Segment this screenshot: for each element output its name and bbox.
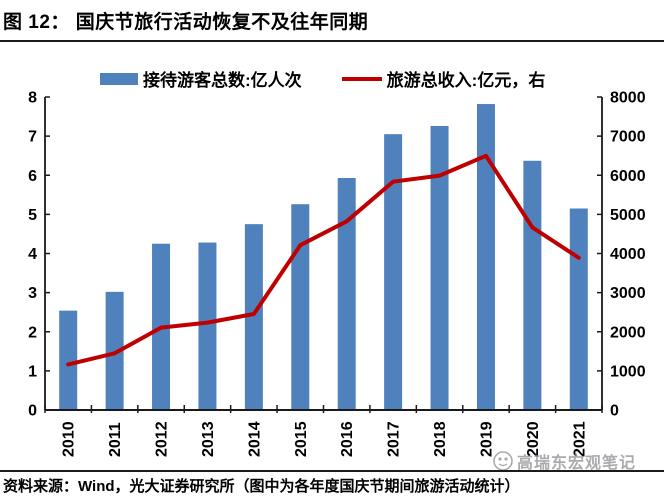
legend-label-revenue: 旅游总收入:亿元，右 (386, 71, 546, 90)
svg-text:8: 8 (28, 90, 37, 107)
bar-2010 (59, 310, 78, 410)
bar-2017 (384, 134, 403, 410)
svg-text:3000: 3000 (610, 285, 646, 302)
axis-frame (44, 97, 603, 411)
x-tick-label: 2020 (525, 421, 542, 457)
watermark-logo-icon (493, 451, 513, 471)
bar-2016 (337, 177, 356, 410)
x-tick-label: 2012 (154, 421, 171, 457)
x-tick-label: 2015 (293, 421, 310, 457)
line-series (66, 153, 581, 367)
source-note: 资料来源：Wind，光大证券研究所（图中为各年度国庆节期间旅游活动统计） (3, 478, 520, 495)
x-tick-label: 2010 (61, 421, 78, 457)
svg-text:6000: 6000 (610, 168, 646, 185)
watermark-label: 高瑞东宏观笔记 (517, 455, 637, 472)
x-tick-label: 2013 (200, 421, 217, 457)
svg-text:1000: 1000 (610, 363, 646, 380)
bar-2021 (569, 208, 588, 410)
bar-series-swatch-icon (100, 72, 138, 85)
x-tick-label: 2014 (246, 421, 263, 457)
svg-text:1: 1 (28, 363, 37, 380)
footer-divider (0, 470, 664, 472)
bar-2018 (430, 125, 449, 410)
bar-2015 (291, 204, 310, 410)
svg-text:3: 3 (28, 285, 37, 302)
legend-label-visitors: 接待游客总数:亿人次 (143, 71, 302, 90)
svg-text:5000: 5000 (610, 207, 646, 224)
left-axis: 0 1 2 3 4 5 6 7 8 (28, 90, 50, 420)
chart-legend: 接待游客总数:亿人次 旅游总收入:亿元，右 (100, 66, 545, 91)
x-tick-label: 2019 (478, 421, 495, 457)
bar-2020 (523, 160, 542, 410)
x-tick-label: 2011 (107, 422, 124, 457)
x-tick-label: 2021 (571, 421, 588, 457)
x-tick-label: 2016 (339, 421, 356, 457)
svg-text:0: 0 (610, 403, 619, 420)
x-axis: 2010 2011 2012 2013 2014 2015 2016 2017 2018 2019… (44, 405, 603, 457)
bar-2013 (198, 242, 217, 410)
bar-2019 (476, 104, 495, 411)
right-axis: 0 1000 2000 3000 4000 5000 6000 7000 8000 (597, 90, 646, 420)
svg-text:8000: 8000 (610, 90, 646, 107)
bar-series (59, 104, 588, 411)
svg-text:4: 4 (28, 246, 37, 263)
svg-text:2: 2 (28, 324, 37, 341)
x-tick-label: 2018 (432, 421, 449, 457)
bar-2011 (105, 291, 124, 410)
svg-text:7000: 7000 (610, 129, 646, 146)
figure-title: 图 12： 国庆节旅行活动恢复不及往年同期 (3, 12, 369, 33)
line-series-swatch-icon (341, 76, 382, 81)
legend-item-revenue: 旅游总收入:亿元，右 (341, 66, 546, 91)
svg-text:0: 0 (28, 403, 37, 420)
svg-text:5: 5 (28, 207, 37, 224)
svg-text:7: 7 (28, 129, 37, 146)
title-divider (0, 40, 664, 42)
svg-text:2000: 2000 (610, 324, 646, 341)
svg-text:6: 6 (28, 168, 37, 185)
bar-2014 (244, 224, 263, 410)
svg-text:4000: 4000 (610, 246, 646, 263)
x-tick-label: 2017 (386, 421, 403, 457)
legend-item-visitors: 接待游客总数:亿人次 (100, 66, 302, 91)
combo-chart: 0 1 2 3 4 5 6 7 8 0 1000 2000 3000 4000 5000 6000 7000 80… (28, 90, 646, 458)
